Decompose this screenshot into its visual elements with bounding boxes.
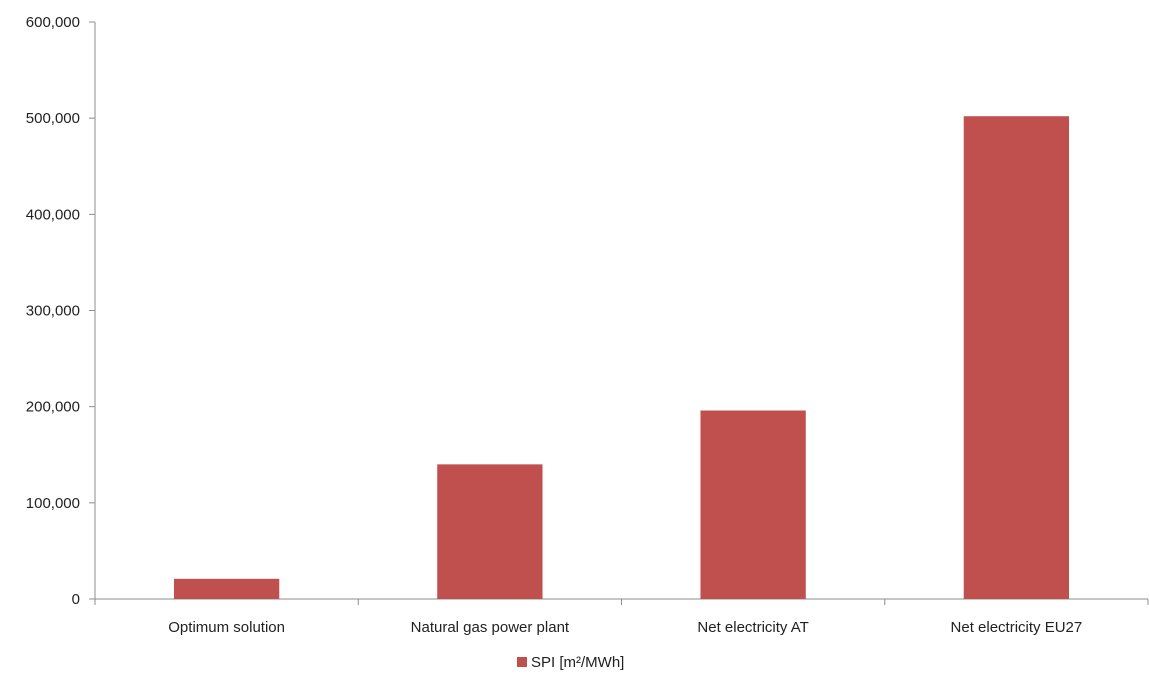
legend-label: SPI [m²/MWh] (531, 654, 624, 671)
legend-swatch (517, 657, 527, 667)
x-category-label: Net electricity EU27 (951, 619, 1083, 636)
y-tick-label: 500,000 (26, 110, 80, 127)
y-tick-label: 100,000 (26, 495, 80, 512)
y-axis: 0 100,000 200,000 300,000 400,000 500,000 600,… (26, 14, 96, 608)
x-category-label: Natural gas power plant (411, 619, 570, 636)
y-tick-label: 0 (72, 591, 80, 608)
bar (437, 464, 543, 599)
y-tick-label: 400,000 (26, 206, 80, 223)
legend: SPI [m²/MWh] (517, 654, 624, 671)
y-tick-label: 600,000 (26, 14, 80, 31)
x-category-label: Optimum solution (168, 619, 285, 636)
y-tick-label: 200,000 (26, 399, 80, 416)
x-category-label: Net electricity AT (697, 619, 808, 636)
bar (700, 410, 806, 599)
x-axis: Optimum solution Natural gas power plant N… (94, 598, 1149, 636)
y-tick-label: 300,000 (26, 303, 80, 320)
bar (173, 578, 280, 599)
bar (963, 116, 1070, 599)
bars (173, 116, 1070, 599)
